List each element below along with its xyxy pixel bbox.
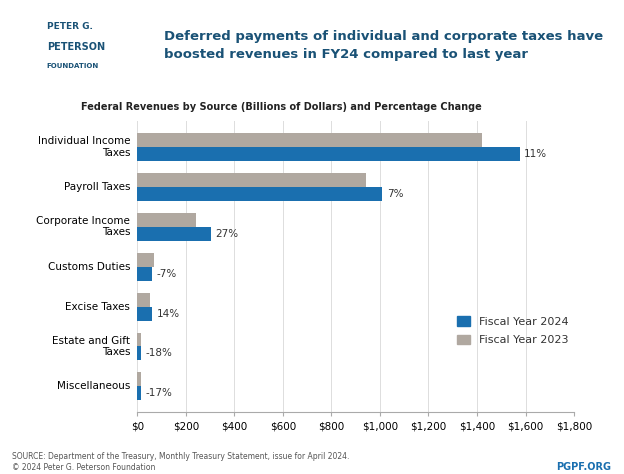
Bar: [137, 386, 140, 401]
Text: PETERSON: PETERSON: [47, 42, 105, 53]
Bar: [137, 173, 366, 187]
Text: PGPF.ORG: PGPF.ORG: [557, 462, 612, 472]
Bar: [137, 133, 482, 147]
Text: 14%: 14%: [157, 309, 180, 319]
Bar: [137, 373, 142, 386]
Text: 7%: 7%: [387, 189, 403, 199]
Bar: [137, 346, 140, 360]
Text: FOUNDATION: FOUNDATION: [47, 64, 99, 69]
Text: SOURCE: Department of the Treasury, Monthly Treasury Statement, issue for April : SOURCE: Department of the Treasury, Mont…: [12, 452, 350, 472]
Text: 11%: 11%: [524, 149, 547, 159]
Text: 27%: 27%: [216, 228, 239, 239]
Text: ≡: ≡: [17, 33, 30, 48]
Text: PETER G.: PETER G.: [47, 22, 93, 31]
Bar: [137, 187, 383, 201]
Bar: [137, 253, 154, 266]
Text: -7%: -7%: [157, 269, 177, 279]
Text: Federal Revenues by Source (Billions of Dollars) and Percentage Change: Federal Revenues by Source (Billions of …: [81, 102, 482, 112]
Text: -17%: -17%: [145, 388, 172, 399]
Bar: [137, 266, 152, 281]
Bar: [137, 147, 520, 161]
Bar: [137, 333, 142, 346]
Bar: [137, 227, 212, 241]
Bar: [137, 307, 152, 320]
Text: -18%: -18%: [145, 348, 172, 358]
Legend: Fiscal Year 2024, Fiscal Year 2023: Fiscal Year 2024, Fiscal Year 2023: [457, 317, 568, 345]
Text: Deferred payments of individual and corporate taxes have
boosted revenues in FY2: Deferred payments of individual and corp…: [163, 30, 603, 61]
Bar: [137, 292, 150, 307]
Bar: [137, 213, 195, 227]
